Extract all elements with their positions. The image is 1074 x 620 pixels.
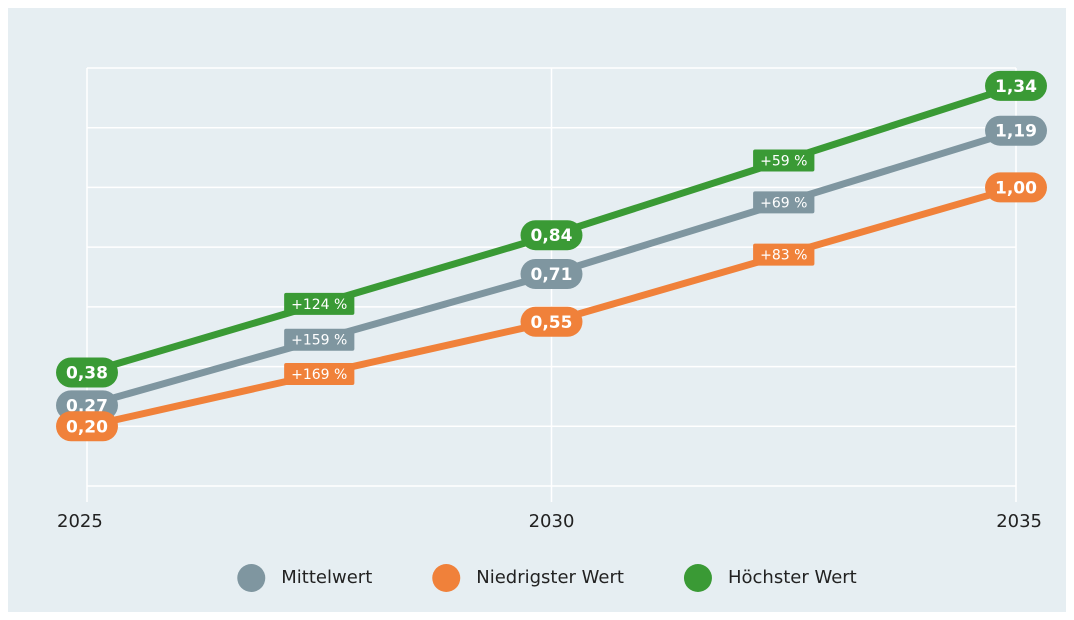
legend-label: Niedrigster Wert [476,567,624,588]
growth-label-text: +83 % [760,248,807,264]
x-tick-label: 2030 [529,511,575,532]
growth-label-bg [753,191,815,214]
growth-label-bg [753,243,815,266]
growth-label-bg [284,328,355,351]
legend-label: Höchster Wert [728,567,857,588]
legend-item: Niedrigster Wert [432,564,624,592]
value-label: 0,71 [520,259,583,290]
value-label-bg [985,70,1047,101]
value-label: 0,20 [56,411,118,442]
value-label: 1,19 [985,115,1047,146]
value-label-bg [56,357,118,388]
value-label: 0,84 [520,220,583,251]
value-label: 0,38 [56,357,118,388]
legend-item: Mittelwert [237,564,372,592]
legend-swatch [237,564,266,592]
value-label-text: 1,00 [995,178,1037,198]
value-label-bg [56,411,118,442]
value-label: 1,00 [985,172,1047,203]
value-label: 0,55 [520,306,583,337]
legend: Mittelwert Niedrigster Wert Höchster Wert [237,564,857,592]
growth-label-bg [284,363,355,386]
value-label-text: 0,55 [531,313,573,333]
growth-label: +69 % [753,191,815,214]
value-label-bg [985,172,1047,203]
value-label-bg [520,220,583,251]
value-label-text: 0,20 [66,417,108,437]
value-label-bg [985,115,1047,146]
legend-swatch [683,564,712,592]
legend-swatch [432,564,461,592]
x-tick-label: 2025 [57,511,103,532]
value-label-text: 1,34 [995,77,1037,97]
value-label-text: 0,38 [66,364,108,384]
value-label-text: 0,71 [531,265,573,285]
growth-label: +169 % [284,363,355,386]
value-label-text: 0,84 [531,226,573,246]
growth-label-text: +169 % [291,367,347,383]
legend-item: Höchster Wert [683,564,857,592]
growth-label: +83 % [753,243,815,266]
value-label-bg [520,259,583,290]
value-label: 1,34 [985,70,1047,101]
growth-label-text: +159 % [291,333,347,349]
legend-label: Mittelwert [281,567,372,588]
growth-label-text: +69 % [760,195,807,211]
growth-label: +124 % [284,292,355,315]
growth-label: +159 % [284,328,355,351]
growth-label-text: +124 % [291,297,347,313]
growth-label-bg [284,292,355,315]
value-label-text: 1,19 [995,122,1037,142]
x-tick-label: 2035 [996,511,1042,532]
growth-label-text: +59 % [760,154,807,170]
growth-label-bg [753,149,815,172]
growth-label: +59 % [753,149,815,172]
value-label-bg [520,306,583,337]
